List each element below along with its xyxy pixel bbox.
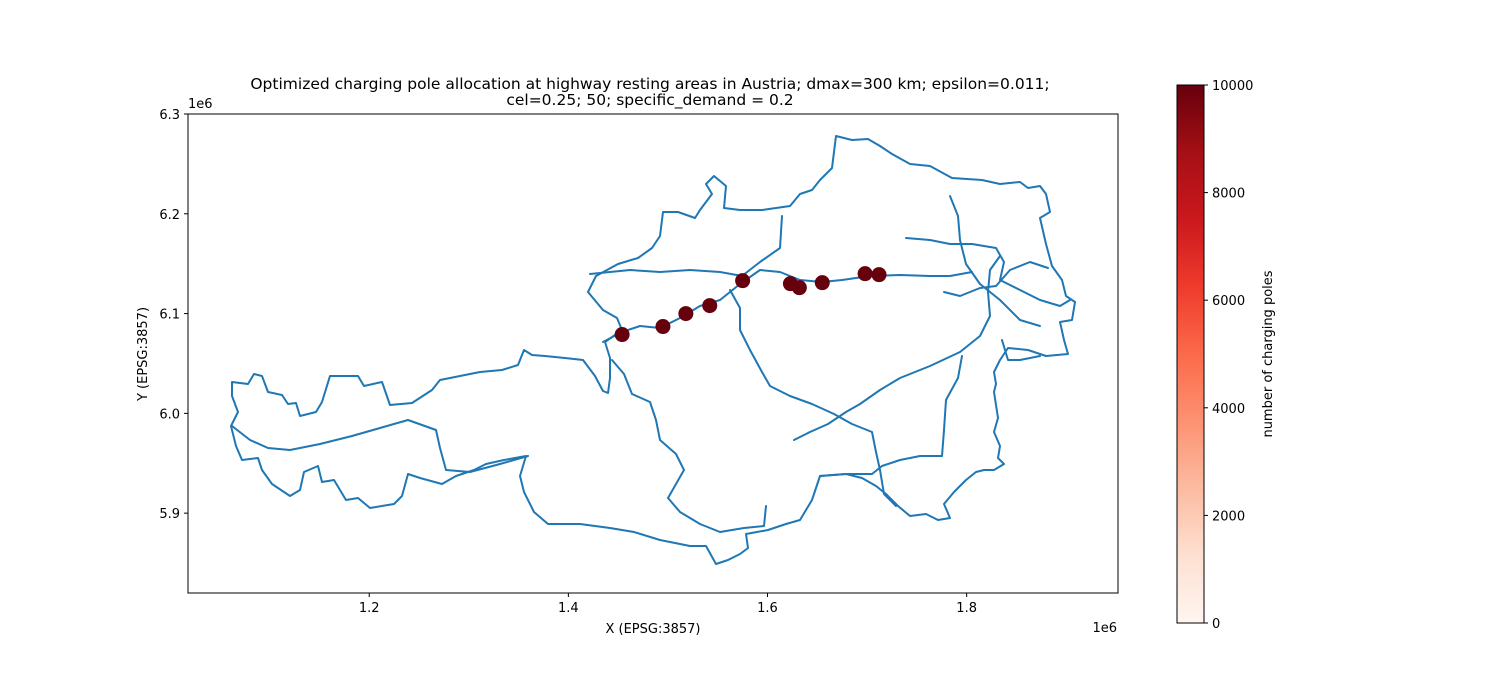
- border-outline: [230, 135, 1076, 565]
- charging-area-marker: [791, 280, 807, 296]
- charging-area-marker: [614, 327, 630, 343]
- highway-a2: [819, 355, 963, 477]
- x-tick-label: 1.4: [558, 601, 579, 616]
- highway-west: [231, 419, 529, 473]
- colorbar-tick-label: 8000: [1212, 187, 1245, 202]
- x-tick-label: 1.2: [359, 601, 380, 616]
- colorbar: [1176, 84, 1205, 624]
- colorbar-label: number of charging poles: [1261, 270, 1276, 437]
- highway-vienna: [905, 237, 1071, 307]
- charging-area-marker: [871, 267, 887, 283]
- x-offset-label: 1e6: [1092, 621, 1117, 636]
- charging-area-marker: [678, 306, 694, 322]
- y-axis-ticks: 5.9 6.0 6.1 6.2 6.3: [159, 108, 188, 522]
- charging-area-marker: [735, 273, 751, 289]
- marker-layer: [614, 266, 887, 343]
- chart-subtitle: cel=0.25; 50; specific_demand = 0.2: [506, 91, 793, 110]
- x-axis-label: X (EPSG:3857): [605, 622, 700, 637]
- y-offset-label: 1e6: [188, 97, 213, 112]
- highway-vienna-3: [943, 261, 1049, 297]
- colorbar-tick-label: 6000: [1212, 294, 1245, 309]
- y-tick-label: 5.9: [159, 507, 180, 522]
- highway-a2-north: [793, 255, 1001, 441]
- highway-network: [230, 135, 1076, 565]
- x-tick-label: 1.8: [956, 601, 977, 616]
- y-axis-label: Y (EPSG:3857): [136, 307, 151, 402]
- highway-a10: [611, 359, 767, 533]
- y-tick-label: 6.0: [159, 407, 180, 422]
- colorbar-tick-label: 4000: [1212, 402, 1245, 417]
- highway-north-a: [589, 215, 783, 277]
- charging-area-marker: [702, 298, 718, 314]
- highway-east: [1001, 339, 1041, 361]
- y-tick-label: 6.3: [159, 108, 180, 123]
- x-tick-label: 1.6: [757, 601, 778, 616]
- charging-area-marker: [655, 319, 671, 335]
- colorbar-tick-label: 2000: [1212, 509, 1245, 524]
- colorbar-ticks: 0 2000 4000 6000 8000 10000: [1204, 79, 1253, 632]
- colorbar-tick-label: 0: [1212, 617, 1220, 632]
- colorbar-tick-label: 10000: [1212, 79, 1253, 94]
- charging-area-marker: [857, 266, 873, 282]
- plot-frame: [187, 113, 1119, 594]
- highway-vienna-2: [949, 195, 1041, 327]
- charging-area-marker: [814, 275, 830, 291]
- y-tick-label: 6.1: [159, 308, 180, 323]
- chart-title: Optimized charging pole allocation at hi…: [250, 75, 1049, 93]
- x-axis-ticks: 1.2 1.4 1.6 1.8: [359, 593, 977, 616]
- y-tick-label: 6.2: [159, 208, 180, 223]
- highway-a9: [729, 289, 897, 507]
